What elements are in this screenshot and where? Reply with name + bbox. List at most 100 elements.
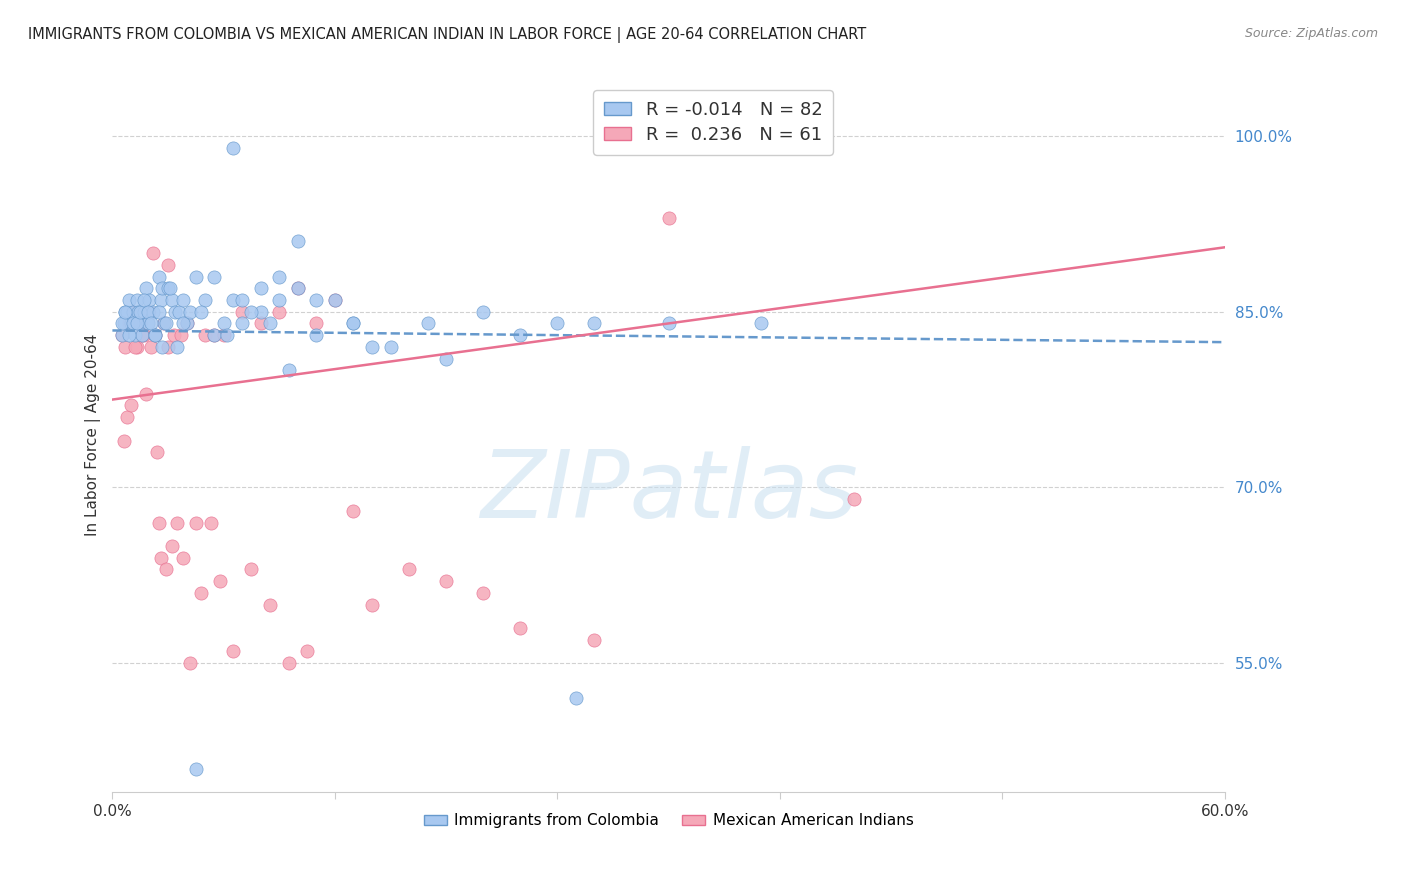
Point <box>170 328 193 343</box>
Text: Source: ZipAtlas.com: Source: ZipAtlas.com <box>1244 27 1378 40</box>
Point <box>277 363 299 377</box>
Point <box>212 317 235 331</box>
Point <box>125 293 148 307</box>
Point <box>148 304 170 318</box>
Point <box>143 328 166 343</box>
Point <box>749 128 772 143</box>
Point <box>231 304 253 318</box>
Point <box>249 281 271 295</box>
Point <box>208 574 231 588</box>
Point <box>118 317 141 331</box>
Point <box>179 656 201 670</box>
Point <box>202 269 225 284</box>
Point <box>434 351 457 366</box>
Point <box>305 328 328 343</box>
Point <box>184 516 207 530</box>
Point <box>121 304 143 318</box>
Point <box>160 293 183 307</box>
Point <box>148 516 170 530</box>
Point <box>184 269 207 284</box>
Point <box>269 304 291 318</box>
Point <box>124 328 146 343</box>
Y-axis label: In Labor Force | Age 20-64: In Labor Force | Age 20-64 <box>86 334 101 536</box>
Point <box>157 281 180 295</box>
Point <box>179 304 201 318</box>
Point <box>583 632 606 647</box>
Point <box>131 328 153 343</box>
Point <box>184 762 207 776</box>
Point <box>112 434 135 448</box>
Point <box>162 328 184 343</box>
Point <box>190 586 212 600</box>
Point <box>117 410 139 425</box>
Point <box>114 304 136 318</box>
Point <box>172 550 194 565</box>
Point <box>361 598 384 612</box>
Point <box>132 293 155 307</box>
Point <box>141 317 163 331</box>
Point <box>361 340 384 354</box>
Point <box>269 293 291 307</box>
Point <box>132 328 155 343</box>
Point <box>472 586 495 600</box>
Point <box>342 317 364 331</box>
Point <box>155 317 177 331</box>
Point <box>509 328 531 343</box>
Point <box>117 304 139 318</box>
Point <box>231 293 253 307</box>
Point <box>222 644 245 658</box>
Point <box>127 317 149 331</box>
Point <box>135 386 157 401</box>
Point <box>131 328 153 343</box>
Point <box>249 317 271 331</box>
Point <box>121 317 143 331</box>
Text: ZIPatlas: ZIPatlas <box>479 446 858 537</box>
Point <box>138 293 160 307</box>
Point <box>136 304 159 318</box>
Point <box>323 293 346 307</box>
Point <box>222 293 245 307</box>
Point <box>277 656 299 670</box>
Point <box>249 304 271 318</box>
Point <box>165 304 187 318</box>
Point <box>112 317 135 331</box>
Point <box>157 340 180 354</box>
Point <box>295 644 318 658</box>
Point <box>114 304 136 318</box>
Point <box>658 211 681 225</box>
Point <box>172 293 194 307</box>
Point <box>212 328 235 343</box>
Point <box>138 304 160 318</box>
Point <box>121 304 143 318</box>
Point <box>142 304 165 318</box>
Point <box>153 317 176 331</box>
Text: IMMIGRANTS FROM COLOMBIA VS MEXICAN AMERICAN INDIAN IN LABOR FORCE | AGE 20-64 C: IMMIGRANTS FROM COLOMBIA VS MEXICAN AMER… <box>28 27 866 43</box>
Point <box>111 328 134 343</box>
Point <box>287 235 309 249</box>
Point <box>129 317 152 331</box>
Point <box>190 304 212 318</box>
Point <box>509 621 531 635</box>
Point <box>176 317 198 331</box>
Point <box>842 492 865 507</box>
Point <box>143 328 166 343</box>
Point <box>231 317 253 331</box>
Point <box>305 317 328 331</box>
Point <box>305 293 328 307</box>
Point <box>120 317 142 331</box>
Point <box>749 317 772 331</box>
Point <box>111 328 134 343</box>
Point <box>166 516 188 530</box>
Point <box>217 328 239 343</box>
Point <box>583 317 606 331</box>
Point <box>166 340 188 354</box>
Point <box>398 562 420 576</box>
Point <box>149 550 172 565</box>
Point <box>380 340 402 354</box>
Point <box>129 304 152 318</box>
Point <box>157 258 180 272</box>
Point <box>200 516 222 530</box>
Point <box>153 317 176 331</box>
Point <box>132 304 155 318</box>
Point <box>269 269 291 284</box>
